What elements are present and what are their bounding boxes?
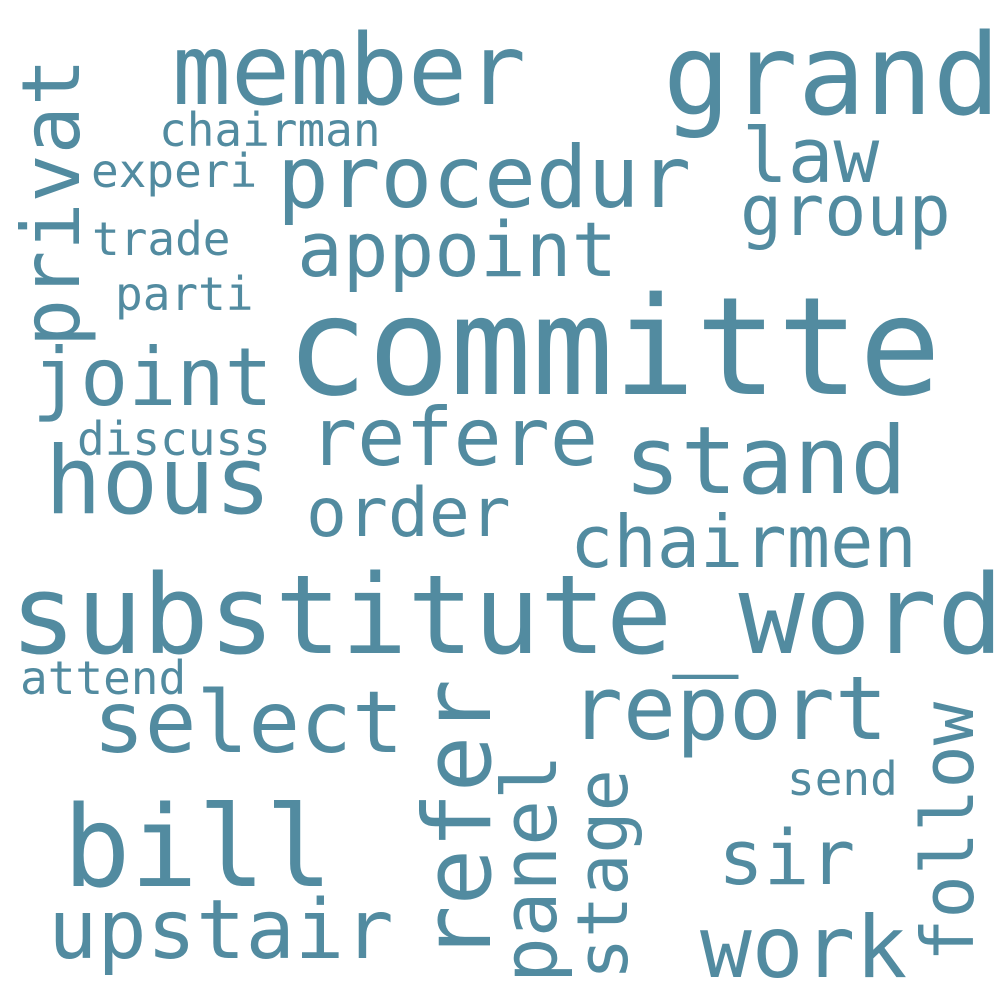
word-sir: sir — [718, 813, 856, 902]
word-select: select — [93, 673, 404, 773]
word-appoint: appoint — [297, 205, 618, 294]
word-substitute-word: substitute_word — [10, 551, 1000, 679]
word-privat: privat — [5, 58, 98, 347]
word-member: member — [172, 14, 527, 128]
word-group: group — [740, 170, 951, 252]
word-send: send — [787, 752, 898, 806]
word-chairmen: chairmen — [570, 500, 917, 584]
word-stage: stage — [562, 769, 644, 980]
word-follow: follow — [906, 701, 990, 962]
word-hous: hous — [45, 427, 272, 536]
word-experi: experi — [91, 144, 258, 198]
word-chairman: chairman — [159, 103, 381, 157]
word-refere: refere — [309, 391, 598, 484]
word-grand: grand — [663, 11, 1000, 141]
word-trade: trade — [92, 212, 231, 266]
word-joint: joint — [32, 331, 273, 424]
word-order: order — [306, 474, 511, 553]
word-procedur: procedur — [277, 128, 692, 228]
word-upstair: upstair — [48, 883, 394, 978]
word-report: report — [570, 657, 888, 760]
word-panel: panel — [485, 754, 574, 983]
word-discuss: discuss — [77, 412, 271, 466]
word-attend: attend — [20, 651, 187, 705]
word-law: law — [742, 111, 880, 200]
word-stand: stand — [624, 407, 907, 516]
word-committe: committe — [286, 269, 942, 427]
word-bill: bill — [63, 783, 333, 913]
word-work: work — [700, 898, 908, 998]
word-parti: parti — [115, 267, 254, 321]
